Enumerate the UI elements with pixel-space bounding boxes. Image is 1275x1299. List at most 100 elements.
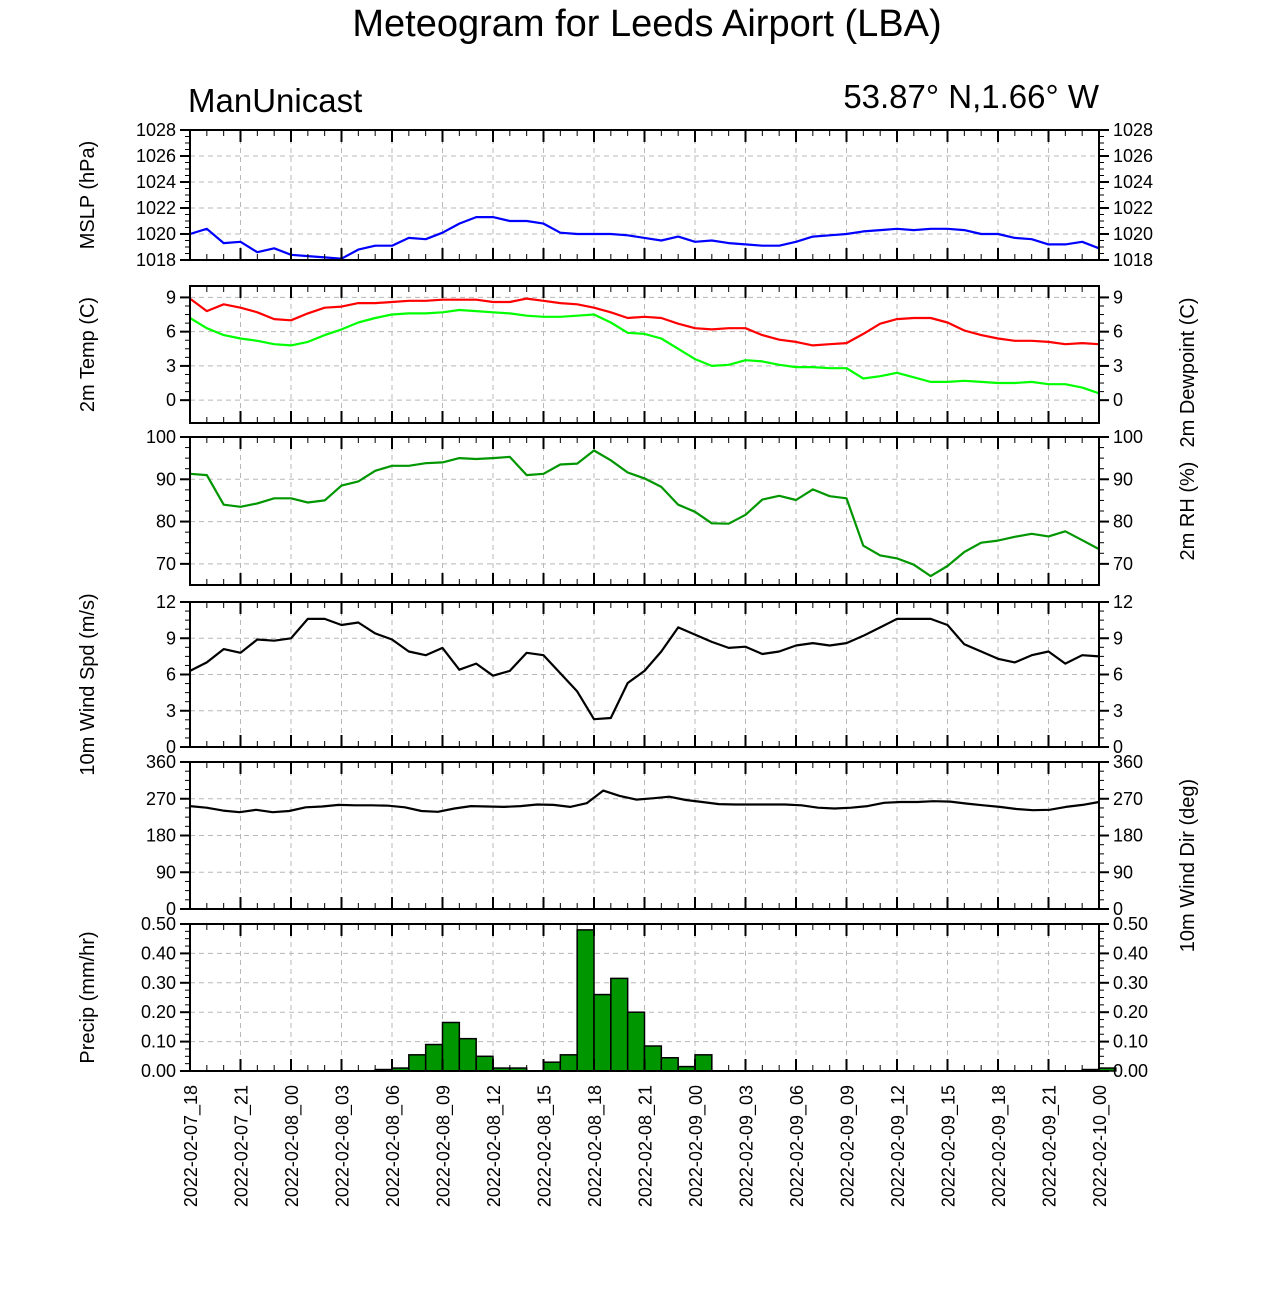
x-tick-label: 2022-02-08_12 bbox=[484, 1085, 505, 1207]
y-tick-label-left: 3 bbox=[166, 701, 176, 721]
y-tick-label-left: 0.00 bbox=[141, 1061, 176, 1081]
y-tick-label-right: 0.20 bbox=[1113, 1002, 1148, 1022]
x-tick-label: 2022-02-09_06 bbox=[787, 1085, 808, 1207]
precip-bar bbox=[458, 1037, 477, 1072]
precip-bar bbox=[593, 993, 612, 1072]
wind-speed-panel: 0 0 3 3 6 6 9 9 12 12 10m Wind Spd (m/s) bbox=[77, 592, 1133, 776]
y-tick-label-right: 90 bbox=[1113, 862, 1133, 882]
x-tick-label: 2022-02-08_18 bbox=[585, 1085, 606, 1207]
y-tick-label-right: 0.50 bbox=[1113, 914, 1148, 934]
x-tick-label: 2022-02-08_09 bbox=[434, 1085, 455, 1207]
model-name: ManUnicast bbox=[188, 82, 362, 119]
x-tick-label: 2022-02-09_12 bbox=[888, 1085, 909, 1207]
x-tick-label: 2022-02-09_00 bbox=[686, 1085, 707, 1207]
precip-bar bbox=[610, 977, 629, 1072]
temperature-series-line bbox=[189, 308, 1100, 395]
y-tick-label-left: 9 bbox=[166, 628, 176, 648]
y-tick-label-left: 0.20 bbox=[141, 1002, 176, 1022]
precip-bar bbox=[441, 1021, 461, 1072]
wind-direction-panel: 0 0 90 90 180 180 270 270 360 360 10m Wind Dir (de… bbox=[146, 752, 1199, 952]
y-tick-label-right: 1022 bbox=[1113, 198, 1153, 218]
panels: 1018 1018 1020 1020 1022 1022 1024 1024 1026 1026… bbox=[77, 120, 1199, 1081]
y-tick-label-left: 1028 bbox=[136, 120, 176, 140]
y-tick-label-left: 270 bbox=[146, 789, 176, 809]
y-tick-label-right: 6 bbox=[1113, 322, 1123, 342]
y-tick-label-right: 0.30 bbox=[1113, 973, 1148, 993]
precip-bar bbox=[660, 1057, 679, 1072]
humidity-series-line bbox=[189, 449, 1100, 578]
x-tick-label: 2022-02-08_06 bbox=[383, 1085, 404, 1207]
y-tick-label-right: 90 bbox=[1113, 469, 1133, 489]
y-tick-label-right: 1020 bbox=[1113, 224, 1153, 244]
y-tick-label-right: 9 bbox=[1113, 287, 1123, 307]
x-tick-label: 2022-02-08_15 bbox=[535, 1085, 556, 1207]
y-tick-label-left: 80 bbox=[156, 512, 176, 532]
precip-bar bbox=[643, 1045, 663, 1072]
y-tick-label-right: 9 bbox=[1113, 628, 1123, 648]
temperature-panel: 0 0 3 3 6 6 9 9 2m Temp (C) 2m Dewpoint (C) bbox=[77, 285, 1199, 448]
y-tick-label-right: 3 bbox=[1113, 356, 1123, 376]
x-tick-label: 2022-02-07_18 bbox=[181, 1085, 202, 1207]
station-coordinates: 53.87° N,1.66° W bbox=[843, 78, 1100, 115]
y-tick-label-left: 90 bbox=[156, 469, 176, 489]
precipitation-panel: 0.00 0.00 0.10 0.10 0.20 0.20 0.30 0.30 0.40 0.40… bbox=[77, 914, 1148, 1081]
wind-speed-series-line bbox=[189, 617, 1100, 721]
y-tick-label-right: 3 bbox=[1113, 701, 1123, 721]
y-tick-label-left: 360 bbox=[146, 752, 176, 772]
y-tick-label-left: 180 bbox=[146, 826, 176, 846]
y-tick-label-left: 6 bbox=[166, 665, 176, 685]
wind-direction-series-line bbox=[189, 789, 1100, 814]
x-tick-label: 2022-02-08_03 bbox=[333, 1085, 354, 1207]
y-tick-label-left: 100 bbox=[146, 427, 176, 447]
precip-bar bbox=[475, 1055, 494, 1072]
y-tick-label-right: 0.00 bbox=[1113, 1061, 1148, 1081]
y-tick-label-left: 1026 bbox=[136, 146, 176, 166]
y-tick-label-left: 12 bbox=[156, 592, 176, 612]
y-tick-label-right: 100 bbox=[1113, 427, 1143, 447]
y-tick-label-left: 0 bbox=[166, 899, 176, 919]
precip-bar bbox=[694, 1054, 713, 1072]
y-axis-label-right: 2m Dewpoint (C) bbox=[1177, 297, 1199, 447]
y-axis-label-left: 2m Temp (C) bbox=[77, 297, 99, 412]
y-tick-label-right: 0 bbox=[1113, 737, 1123, 757]
y-tick-label-right: 1018 bbox=[1113, 250, 1153, 270]
precip-bar bbox=[626, 1011, 646, 1072]
x-tick-label: 2022-02-08_21 bbox=[636, 1085, 657, 1207]
chart-title: Meteogram for Leeds Airport (LBA) bbox=[352, 3, 941, 45]
y-tick-label-left: 1020 bbox=[136, 224, 176, 244]
y-axis-label-left: 10m Wind Spd (m/s) bbox=[77, 593, 99, 775]
y-tick-label-right: 1026 bbox=[1113, 146, 1153, 166]
time-axis: 2022-02-07_18 2022-02-07_21 2022-02-08_00 2… bbox=[181, 1085, 1111, 1207]
x-tick-label: 2022-02-09_18 bbox=[989, 1085, 1010, 1207]
y-tick-label-left: 90 bbox=[156, 862, 176, 882]
y-tick-label-right: 12 bbox=[1113, 592, 1133, 612]
y-tick-label-right: 80 bbox=[1113, 512, 1133, 532]
y-tick-label-left: 0.50 bbox=[141, 914, 176, 934]
y-axis-label-right: 2m RH (%) bbox=[1177, 462, 1199, 561]
y-tick-label-right: 6 bbox=[1113, 665, 1123, 685]
y-tick-label-left: 0.10 bbox=[141, 1032, 176, 1052]
y-tick-label-left: 0 bbox=[166, 390, 176, 410]
x-tick-label: 2022-02-10_00 bbox=[1090, 1085, 1111, 1207]
y-tick-label-left: 1022 bbox=[136, 198, 176, 218]
precip-bar bbox=[424, 1043, 444, 1072]
precip-bar bbox=[408, 1054, 427, 1072]
y-tick-label-right: 0 bbox=[1113, 899, 1123, 919]
y-tick-label-left: 3 bbox=[166, 356, 176, 376]
y-tick-label-right: 0.40 bbox=[1113, 943, 1148, 963]
mslp-panel: 1018 1018 1020 1020 1022 1022 1024 1024 1026 1026… bbox=[77, 120, 1153, 270]
y-tick-label-right: 360 bbox=[1113, 752, 1143, 772]
x-tick-label: 2022-02-09_09 bbox=[838, 1085, 859, 1207]
temperature-series-line bbox=[189, 297, 1100, 347]
x-tick-label: 2022-02-09_15 bbox=[939, 1085, 960, 1207]
humidity-panel: 70 70 80 80 90 90 100 100 2m RH (%) bbox=[146, 427, 1199, 586]
x-tick-label: 2022-02-09_03 bbox=[737, 1085, 758, 1207]
y-tick-label-left: 0 bbox=[166, 737, 176, 757]
y-tick-label-left: 9 bbox=[166, 287, 176, 307]
x-tick-label: 2022-02-07_21 bbox=[232, 1085, 253, 1207]
y-axis-label-left: MSLP (hPa) bbox=[77, 141, 99, 250]
precip-bar bbox=[576, 929, 595, 1072]
y-axis-label-right: 10m Wind Dir (deg) bbox=[1177, 779, 1199, 952]
y-tick-label-left: 1024 bbox=[136, 172, 176, 192]
